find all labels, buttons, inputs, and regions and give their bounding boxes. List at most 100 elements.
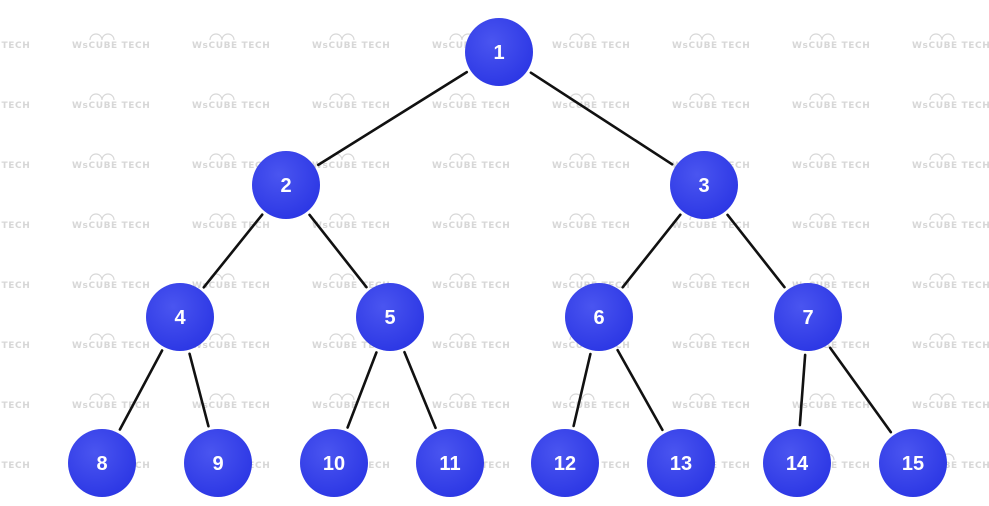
- tree-node-1: 1: [465, 18, 533, 86]
- watermark-text: WsCUBE TECH: [792, 101, 870, 111]
- watermark-logo-icon: [569, 213, 595, 221]
- watermark-tile: WsCUBE TECH: [792, 93, 870, 111]
- watermark-logo-icon: [569, 93, 595, 101]
- watermark-text: WsCUBE TECH: [192, 161, 270, 171]
- watermark-logo-icon: [329, 273, 355, 281]
- node-circle: [565, 283, 633, 351]
- node-label: 14: [786, 453, 809, 475]
- watermark-tile: WsCUBE TECH: [312, 33, 390, 51]
- watermark-text: WsCUBE TECH: [0, 101, 30, 111]
- watermark-tile: WsCUBE TECH: [72, 93, 150, 111]
- watermark-text: WsCUBE TECH: [312, 341, 390, 351]
- watermark-logo-icon: [689, 333, 715, 341]
- watermark-logo-icon: [809, 153, 835, 161]
- watermark-text: WsCUBE TECH: [312, 161, 390, 171]
- watermark-tile: WsCUBE TECH: [192, 393, 270, 411]
- watermark-logo-icon: [929, 33, 955, 41]
- edge-5-11: [403, 350, 437, 430]
- watermark-logo-icon: [929, 153, 955, 161]
- watermark-logo-icon: [209, 333, 235, 341]
- watermark-tile: WsCUBE TECH: [912, 393, 989, 411]
- watermark-logo-icon: [929, 393, 955, 401]
- tree-node-14: 14: [763, 429, 831, 497]
- node-label: 15: [902, 453, 924, 475]
- watermark-text: WsCUBE TECH: [312, 221, 390, 231]
- watermark-logo-icon: [569, 273, 595, 281]
- watermark-text: WsCUBE TECH: [672, 401, 750, 411]
- node-circle: [465, 18, 533, 86]
- watermark-text: WsCUBE TECH: [552, 401, 630, 411]
- watermark-text: WsCUBE TECH: [312, 101, 390, 111]
- node-circle: [763, 429, 831, 497]
- watermark-text: WsCUBE TECH: [432, 341, 510, 351]
- watermark-text: WsCUBE TECH: [792, 281, 870, 291]
- watermark-tile: WsCUBE TECH: [552, 93, 630, 111]
- watermark-tile: WsCUBE TECH: [192, 153, 270, 171]
- watermark-logo-icon: [89, 333, 115, 341]
- watermark-tile: WsCUBE TECH: [72, 33, 150, 51]
- edge-4-9: [188, 352, 210, 428]
- watermark-text: WsCUBE TECH: [72, 161, 150, 171]
- watermark-tile: WsCUBE TECH: [312, 93, 390, 111]
- watermark-logo-icon: [449, 213, 475, 221]
- node-circle: [774, 283, 842, 351]
- watermark-text: WsCUBE TECH: [672, 101, 750, 111]
- watermark-tile: WsCUBE TECH: [912, 213, 989, 231]
- watermark-text: WsCUBE TECH: [72, 41, 150, 51]
- watermark-text: WsCUBE TECH: [912, 101, 989, 111]
- watermark-logo-icon: [209, 213, 235, 221]
- tree-node-3: 3: [670, 151, 738, 219]
- watermark-tile: WsCUBE TECH: [432, 273, 510, 291]
- watermark-logo-icon: [929, 213, 955, 221]
- edge-2-5: [308, 213, 368, 289]
- watermark-text: WsCUBE TECH: [912, 281, 989, 291]
- tree-node-13: 13: [647, 429, 715, 497]
- watermark-text: WsCUBE TECH: [672, 41, 750, 51]
- node-circle: [68, 429, 136, 497]
- watermark-text: WsCUBE TECH: [72, 341, 150, 351]
- watermark-logo-icon: [569, 33, 595, 41]
- node-label: 11: [439, 453, 460, 475]
- watermark-tile: WsCUBE TECH: [72, 393, 150, 411]
- watermark-tile: WsCUBE TECH: [0, 401, 30, 411]
- watermark-logo-icon: [929, 273, 955, 281]
- watermark-tile: WsCUBE TECH: [672, 33, 750, 51]
- watermark-text: WsCUBE TECH: [792, 221, 870, 231]
- node-label: 12: [554, 453, 576, 475]
- watermark-tile: WsCUBE TECH: [0, 161, 30, 171]
- watermark-tile: WsCUBE TECH: [672, 393, 750, 411]
- watermark-logo-icon: [809, 273, 835, 281]
- watermark-tile: WsCUBE TECH: [312, 393, 390, 411]
- watermark-text: WsCUBE TECH: [792, 461, 870, 471]
- watermark-tile: WsCUBE TECH: [792, 393, 870, 411]
- watermark-text: WsCUBE TECH: [912, 341, 989, 351]
- watermark-text: WsCUBE TECH: [192, 221, 270, 231]
- edge-5-10: [346, 351, 378, 429]
- watermark-tile: WsCUBE TECH: [912, 93, 989, 111]
- watermark-tile: WsCUBE TECH: [0, 461, 30, 471]
- watermark-text: WsCUBE TECH: [192, 41, 270, 51]
- watermark-logo-icon: [89, 273, 115, 281]
- watermark-text: WsCUBE TECH: [912, 221, 989, 231]
- watermark-tile: WsCUBE TECH: [552, 153, 630, 171]
- edge-3-7: [726, 213, 786, 289]
- tree-node-10: 10: [300, 429, 368, 497]
- watermark-tile: WsCUBE TECH: [672, 273, 750, 291]
- watermark-tile: WsCUBE TECH: [672, 333, 750, 351]
- watermark-logo-icon: [329, 93, 355, 101]
- watermark-tile: WsCUBE TECH: [312, 213, 390, 231]
- node-label: 9: [212, 453, 223, 475]
- watermark-logo-icon: [809, 93, 835, 101]
- watermark-logo-icon: [449, 333, 475, 341]
- watermark-text: WsCUBE TECH: [192, 341, 270, 351]
- watermark-tile: WsCUBE TECH: [192, 33, 270, 51]
- node-circle: [879, 429, 947, 497]
- watermark-text: WsCUBE TECH: [0, 221, 30, 231]
- watermark-logo-icon: [329, 393, 355, 401]
- watermark-text: WsCUBE TECH: [192, 101, 270, 111]
- watermark-tile: WsCUBE TECH: [792, 33, 870, 51]
- watermark-tile: WsCUBE TECH: [0, 341, 30, 351]
- watermark-logo-icon: [449, 273, 475, 281]
- edge-7-15: [828, 346, 893, 434]
